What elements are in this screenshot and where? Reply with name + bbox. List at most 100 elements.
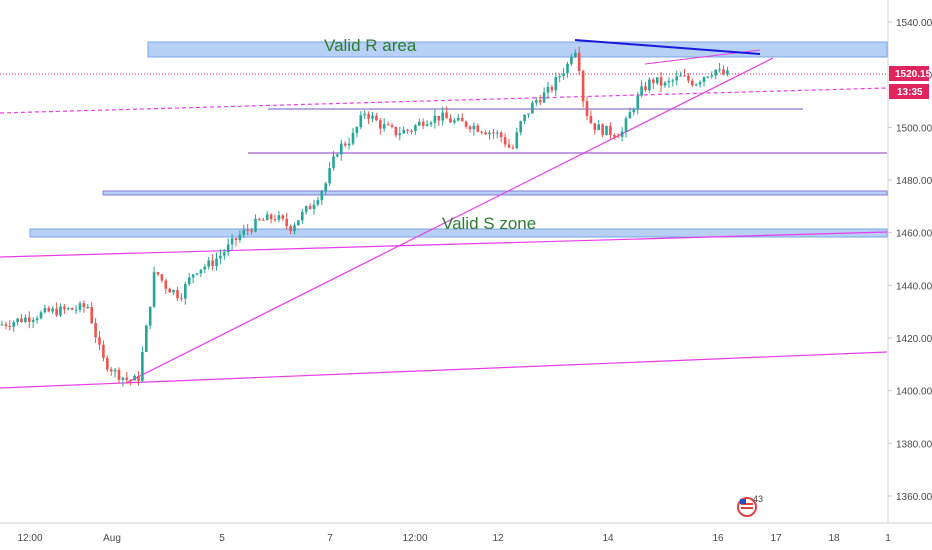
badge-count: 43 [753, 494, 763, 504]
candle-body [691, 80, 694, 86]
candle-body [4, 324, 8, 326]
candle-body [336, 154, 339, 157]
candle-body [581, 71, 585, 102]
candle-body [47, 307, 51, 312]
x-tick-label: 12:00 [402, 533, 427, 544]
candle-body [258, 218, 261, 220]
candle-body [340, 143, 343, 155]
countdown-label: 13:35 [897, 87, 923, 98]
candle-body [343, 143, 347, 146]
candle-body [215, 258, 218, 266]
candle-body [511, 147, 515, 149]
y-tick-label: 1380.00 [896, 439, 932, 450]
candle-body [616, 136, 620, 138]
price-tag-label: 1520.15 [895, 69, 932, 80]
candle-body [714, 69, 717, 76]
candle-body [238, 234, 242, 241]
candle-body [78, 303, 82, 310]
candle-body [410, 130, 413, 132]
candle-body [106, 357, 109, 370]
candle-body [242, 229, 246, 235]
candle-body [199, 269, 203, 274]
candle-body [160, 274, 164, 281]
us-flag-badge-icon[interactable] [737, 497, 757, 517]
candle-body [679, 75, 682, 77]
candle-body [320, 191, 324, 201]
candle-body [371, 115, 374, 119]
x-tick-label: 1 [885, 533, 891, 544]
candle-body [191, 274, 195, 278]
candle-body [172, 290, 175, 293]
candle-body [113, 369, 117, 372]
candle-body [472, 125, 476, 130]
candle-body [644, 86, 647, 91]
candle-body [86, 306, 90, 308]
candle-body [31, 320, 35, 322]
rising-trendline [125, 57, 774, 384]
candle-body [527, 113, 530, 115]
candle-body [449, 118, 452, 123]
candle-body [133, 375, 136, 381]
candle-body [624, 118, 628, 132]
candle-body [347, 143, 351, 146]
candle-body [324, 183, 327, 192]
candle-body [230, 238, 234, 245]
candle-body [28, 317, 31, 322]
candle-body [433, 115, 437, 123]
candle-body [570, 56, 573, 64]
candle-body [74, 309, 78, 311]
candle-body [558, 76, 561, 78]
candle-body [152, 272, 156, 307]
candle-body [250, 230, 253, 232]
candle-body [273, 219, 277, 221]
candle-body [566, 63, 569, 74]
candle-body [523, 114, 526, 122]
candle-body [538, 100, 542, 103]
candle-body [187, 277, 191, 285]
candle-body [39, 312, 43, 319]
candle-body [546, 86, 550, 93]
candle-body [589, 115, 593, 124]
candle-body [24, 317, 27, 322]
candle-body [468, 126, 472, 130]
y-tick-label: 1460.00 [896, 229, 932, 240]
candle-body [488, 132, 491, 135]
candle-body [718, 69, 721, 71]
candle-body [355, 127, 359, 133]
candle-body [655, 77, 659, 84]
candle-body [102, 344, 105, 358]
candle-body [137, 375, 140, 381]
candle-body [515, 132, 519, 149]
candle-body [609, 125, 612, 136]
candle-body [519, 121, 522, 133]
x-tick-label: 17 [770, 533, 782, 544]
candle-body [648, 79, 651, 91]
candle-body [507, 144, 511, 148]
candle-body [601, 124, 604, 136]
candle-body [63, 306, 66, 310]
candle-body [125, 377, 129, 380]
candle-body [702, 77, 706, 83]
candle-body [109, 369, 113, 372]
x-tick-label: 18 [828, 533, 840, 544]
candle-body [156, 272, 160, 275]
candle-body [562, 73, 565, 77]
trendline-middle [0, 231, 888, 258]
x-tick-label: 7 [327, 533, 333, 544]
candle-body [141, 351, 144, 381]
candle-body [379, 120, 382, 129]
candle-body [476, 125, 480, 132]
candle-body [265, 214, 269, 221]
dashed-trendline [0, 87, 888, 114]
y-tick-label: 1540.00 [896, 18, 932, 29]
candle-body [12, 322, 15, 327]
candle-body [121, 377, 125, 380]
candle-body [480, 131, 483, 133]
candle-body [297, 220, 300, 226]
candle-body [195, 273, 199, 275]
candle-body [332, 156, 335, 169]
trendline-lower [0, 351, 888, 389]
resistance-zone [147, 41, 888, 58]
wedge-top-blue [574, 39, 761, 55]
